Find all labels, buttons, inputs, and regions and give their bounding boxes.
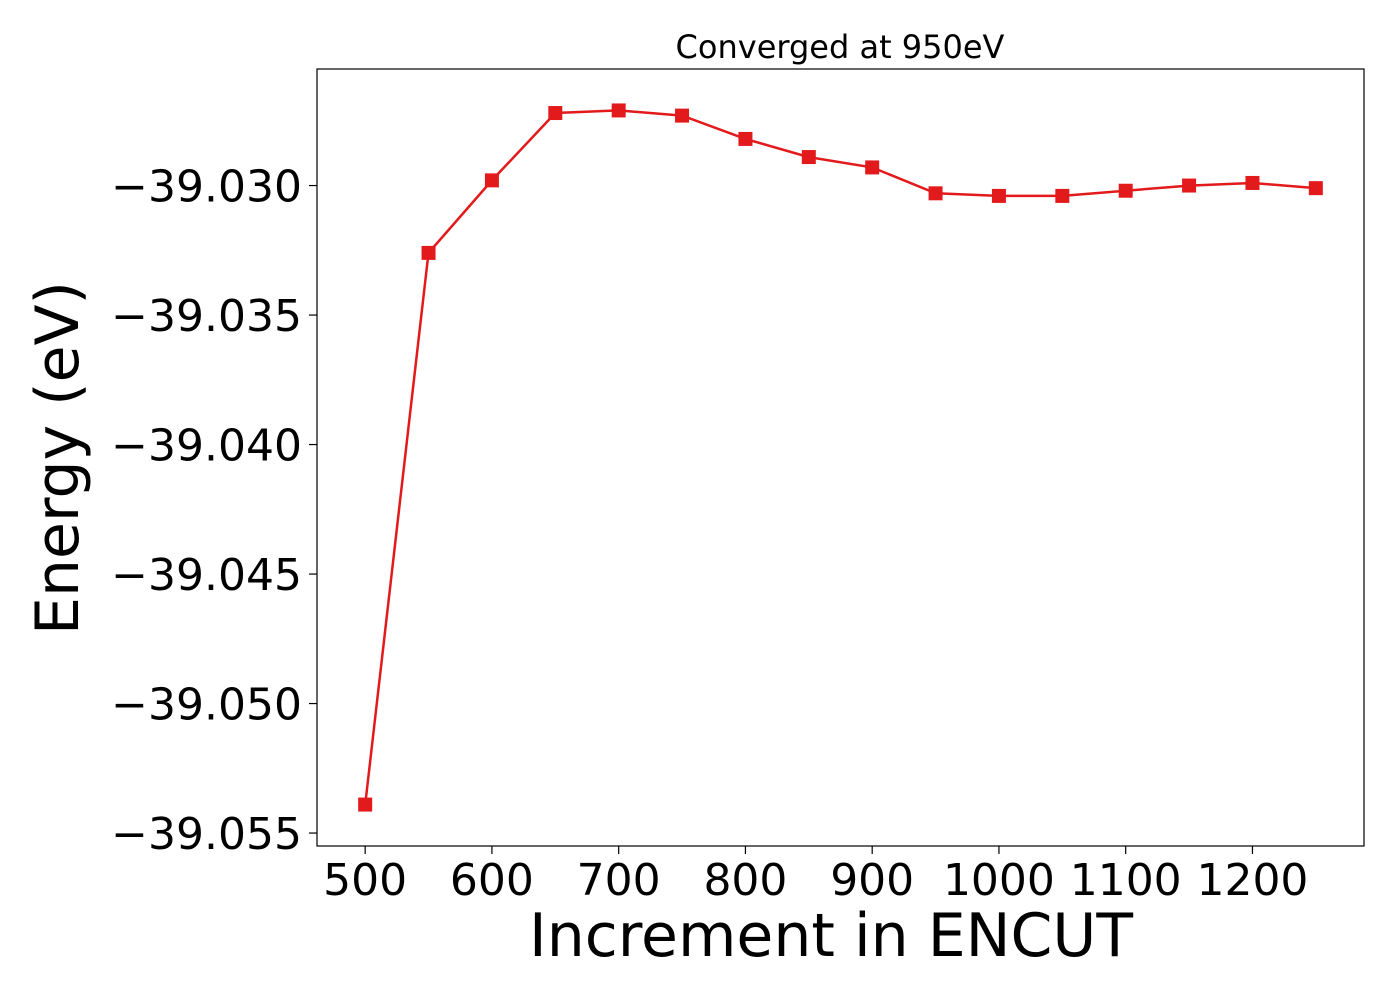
data-point-marker [928, 186, 943, 201]
data-point-marker [675, 108, 690, 123]
x-tick-label: 900 [830, 855, 914, 906]
x-tick-label: 800 [703, 855, 787, 906]
chart-title: Converged at 950eV [676, 28, 1005, 66]
x-tick-label: 1100 [1070, 855, 1182, 906]
x-axis-label: Increment in ENCUT [529, 901, 1133, 971]
y-tick-label: −39.035 [111, 291, 302, 342]
y-axis: −39.055 −39.050 −39.045 −39.040 −39.035 −39.0… [111, 162, 317, 860]
data-point-marker [865, 160, 880, 175]
x-axis: 500 600 700 800 900 1000 1100 1200 [323, 846, 1308, 906]
y-axis-label: Energy (eV) [23, 281, 93, 635]
plot-area-frame [316, 68, 1365, 847]
data-point-marker [1245, 175, 1260, 190]
y-tick-label: −39.050 [111, 680, 302, 731]
x-tick-label: 1000 [943, 855, 1055, 906]
data-point-marker [611, 103, 626, 118]
data-point-marker [991, 188, 1006, 203]
x-tick-label: 1200 [1196, 855, 1308, 906]
y-tick-label: −39.045 [111, 550, 302, 601]
series-line [363, 109, 1316, 805]
y-tick-label: −39.055 [111, 809, 302, 860]
data-point-marker [484, 173, 499, 188]
data-point-marker [801, 150, 816, 165]
data-point-marker [1182, 178, 1197, 193]
data-point-marker [421, 245, 436, 260]
data-point-marker [1308, 181, 1323, 196]
data-point-marker [358, 797, 373, 812]
data-point-marker [1055, 188, 1070, 203]
x-tick-label: 500 [323, 855, 407, 906]
data-point-marker [738, 131, 753, 146]
x-tick-label: 600 [450, 855, 534, 906]
y-tick-label: −39.040 [111, 421, 302, 472]
y-tick-label: −39.030 [111, 162, 302, 213]
series-layer [358, 103, 1323, 812]
x-tick-label: 700 [577, 855, 661, 906]
data-point-marker [548, 106, 563, 121]
data-point-marker [1118, 183, 1133, 198]
